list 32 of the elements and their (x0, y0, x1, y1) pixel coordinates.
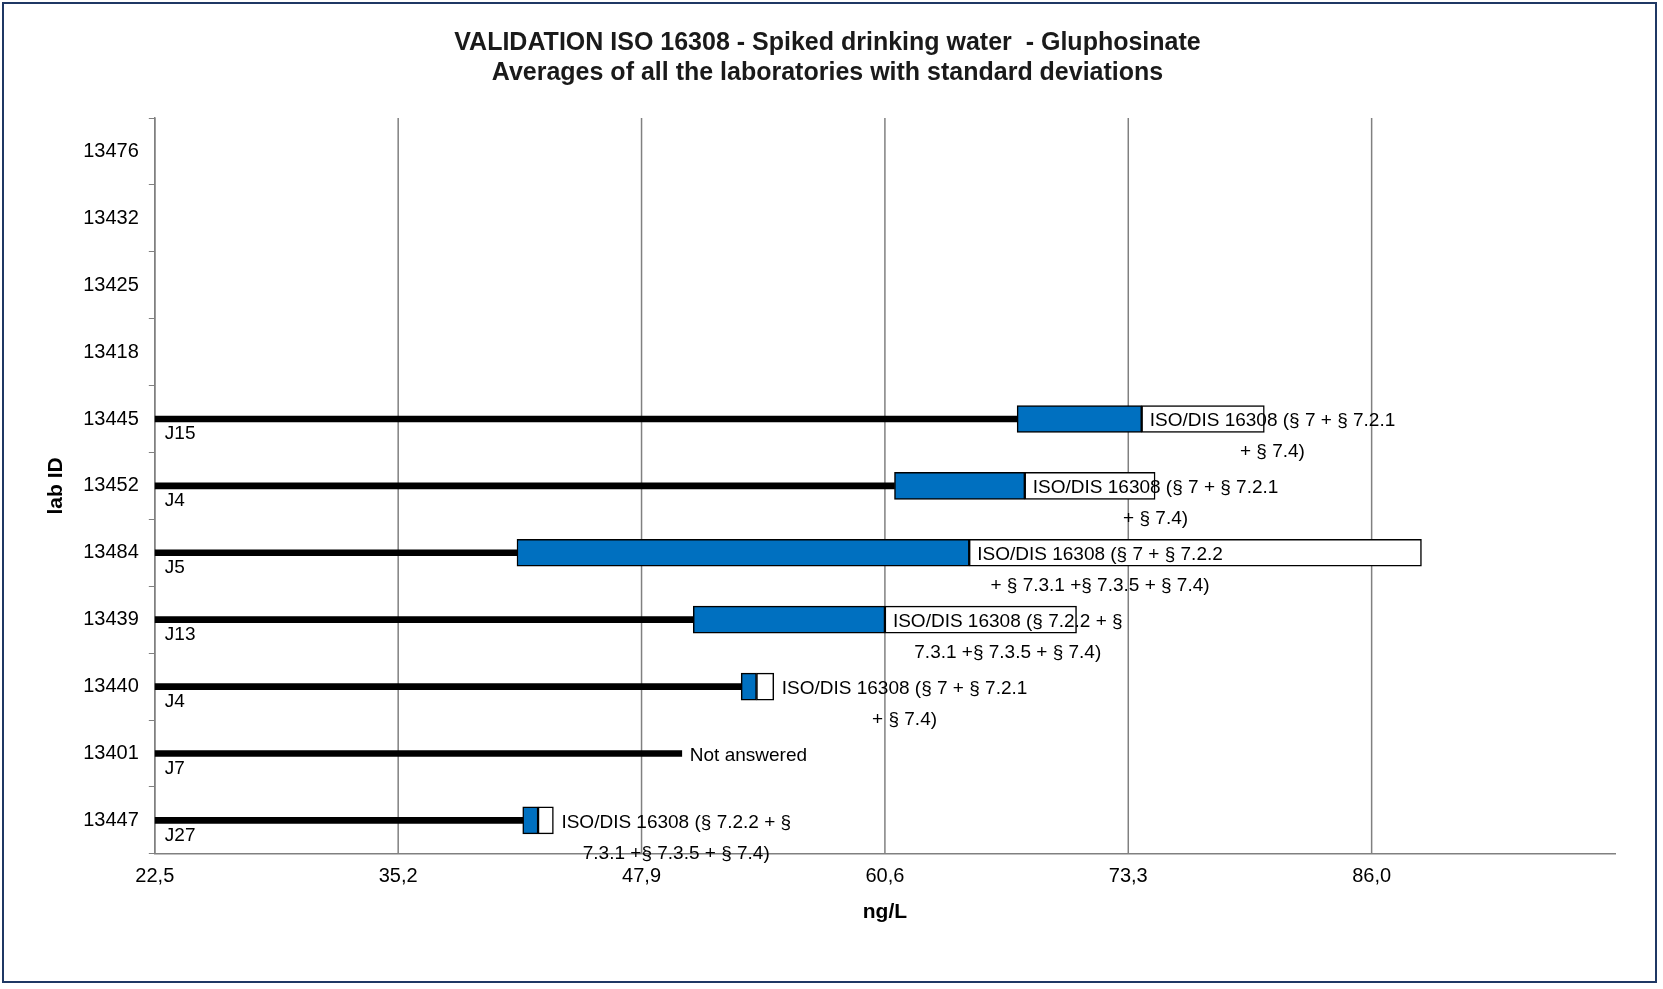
x-tick-label: 47,9 (622, 864, 662, 887)
y-tick-label: 13484 (83, 540, 139, 563)
x-axis-title: ng/L (862, 899, 908, 923)
annotation: Not answered (689, 743, 808, 765)
annotation: J27 (164, 823, 196, 845)
annotation: J4 (164, 689, 186, 711)
annotation: J5 (164, 556, 185, 578)
annotation: ISO/DIS 16308 (§ 7.2.2 + § 7.3.1 +§ 7.3.5 + § 7.4) (561, 810, 792, 863)
x-tick-label: 60,6 (865, 864, 905, 887)
chart-title: VALIDATION ISO 16308 - Spiked drinking water - Gluphosinate (454, 26, 1201, 55)
y-tick-label: 13439 (83, 607, 139, 630)
x-tick-label: 86,0 (1352, 864, 1392, 887)
annotation: J15 (164, 422, 196, 444)
chart-subtitle: Averages of all the laboratories with standard deviations (491, 56, 1164, 85)
annotation: ISO/DIS 16308 (§ 7 + § 7.2.2 + § 7.3.1 +§ 7.3.5 + § 7.4) (977, 543, 1223, 596)
x-tick-label: 22,5 (135, 864, 175, 887)
annotation: J7 (164, 756, 185, 778)
y-tick-label: 13418 (83, 339, 139, 362)
y-tick-label: 13425 (83, 272, 139, 295)
y-tick-label: 13452 (83, 473, 139, 496)
y-tick-label: 13432 (83, 205, 139, 228)
y-tick-label: 13440 (83, 674, 139, 697)
y-tick-label: 13401 (83, 740, 139, 763)
y-axis-title: lab ID (43, 457, 67, 515)
annotation: J4 (164, 489, 186, 511)
annotation: J13 (164, 622, 196, 644)
y-tick-label: 13445 (83, 406, 139, 429)
x-tick-label: 35,2 (378, 864, 418, 887)
x-tick-label: 73,3 (1108, 864, 1148, 887)
annotation: ISO/DIS 16308 (§ 7 + § 7.2.1 + § 7.4) (781, 676, 1028, 729)
y-tick-label: 13447 (83, 807, 139, 830)
y-tick-label: 13476 (83, 138, 139, 161)
